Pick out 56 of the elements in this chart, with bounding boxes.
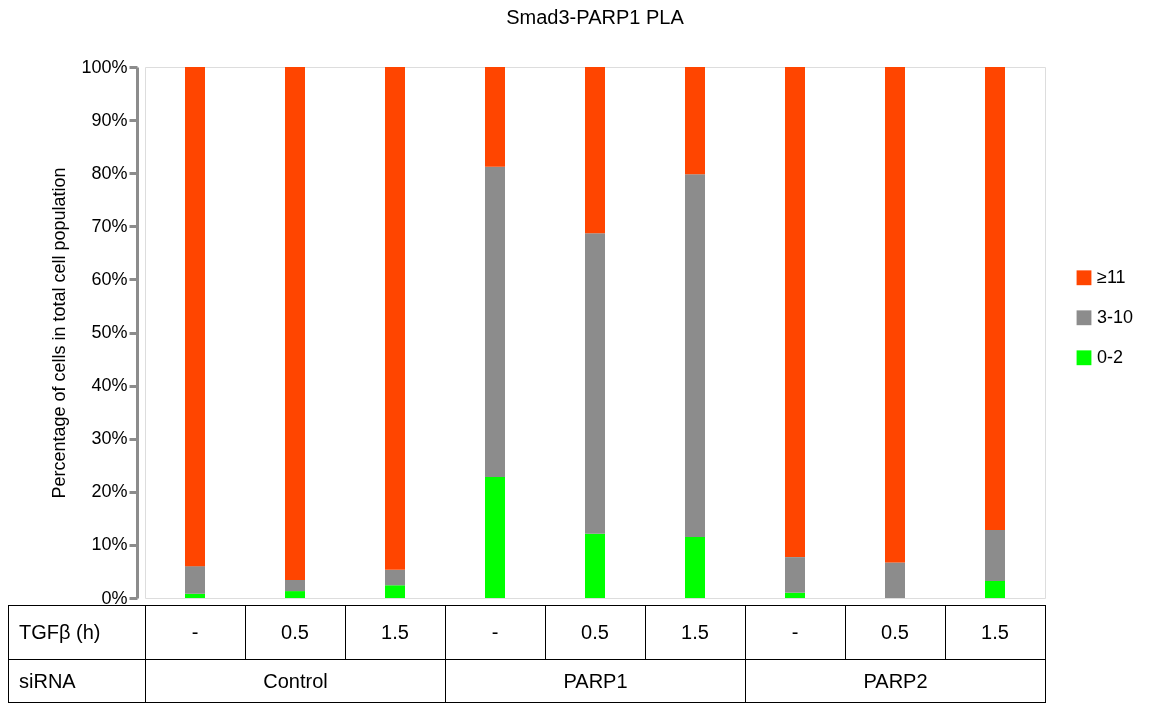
- bar: [485, 67, 505, 167]
- text: PARP2: [745, 659, 1046, 703]
- y-tick-label: 90%: [91, 109, 128, 130]
- y-tick-label: 10%: [91, 534, 128, 555]
- bar: [285, 591, 305, 598]
- text: PARP1: [445, 659, 746, 703]
- text: Control: [145, 659, 446, 703]
- legend-label: 0-2: [1097, 346, 1124, 367]
- x-tick-label: 1.5: [681, 620, 709, 643]
- y-tick-label: 50%: [91, 322, 128, 342]
- x-tick-label: -: [791, 620, 799, 643]
- x-tick-label: 1.5: [381, 620, 409, 643]
- y-tick-label: 100%: [81, 56, 128, 77]
- legend-label: ≥11: [1097, 266, 1126, 287]
- x-tick-label: 0.5: [281, 620, 309, 643]
- bar: [585, 533, 605, 598]
- y-axis-title: Percentage of cells in total cell population: [49, 167, 70, 499]
- bar: [585, 233, 605, 534]
- bar: [785, 592, 805, 598]
- bar: [985, 67, 1005, 531]
- x-tick-label: 0.5: [581, 620, 609, 643]
- bar: [685, 536, 705, 598]
- bar: [385, 585, 405, 598]
- bar: [685, 67, 705, 175]
- chart-title: Smad3-PARP1 PLA: [506, 6, 685, 28]
- x-tick-label: 1.5: [981, 620, 1009, 643]
- bar: [285, 67, 305, 580]
- bar: [885, 67, 905, 563]
- y-tick-label: 0%: [101, 587, 128, 608]
- y-tick-label: 60%: [91, 268, 128, 289]
- bar: [485, 166, 505, 477]
- bar: [185, 67, 205, 567]
- y-tick-label: 30%: [91, 428, 128, 449]
- y-tick-label: 70%: [91, 215, 128, 236]
- text: siRNA: [8, 659, 146, 703]
- bar: [485, 476, 505, 598]
- x-tick-label: 0.5: [881, 620, 909, 643]
- legend-label: 3-10: [1097, 306, 1134, 327]
- bar: [585, 67, 605, 234]
- bar: [985, 530, 1005, 582]
- bar: [385, 569, 405, 586]
- y-tick-label: 80%: [91, 162, 128, 183]
- bar: [785, 67, 805, 558]
- bar: [685, 174, 705, 537]
- bar: [385, 67, 405, 570]
- x-tick-label: -: [491, 620, 499, 643]
- bar: [785, 557, 805, 593]
- x-tick-label: -: [191, 620, 199, 643]
- bar: [985, 581, 1005, 598]
- bar: [185, 593, 205, 598]
- y-tick-label: 40%: [91, 375, 128, 396]
- y-tick-label: 20%: [91, 481, 128, 502]
- text: TGFβ (h): [19, 621, 101, 643]
- bar: [185, 566, 205, 594]
- bar: [285, 579, 305, 592]
- bar: [885, 562, 905, 598]
